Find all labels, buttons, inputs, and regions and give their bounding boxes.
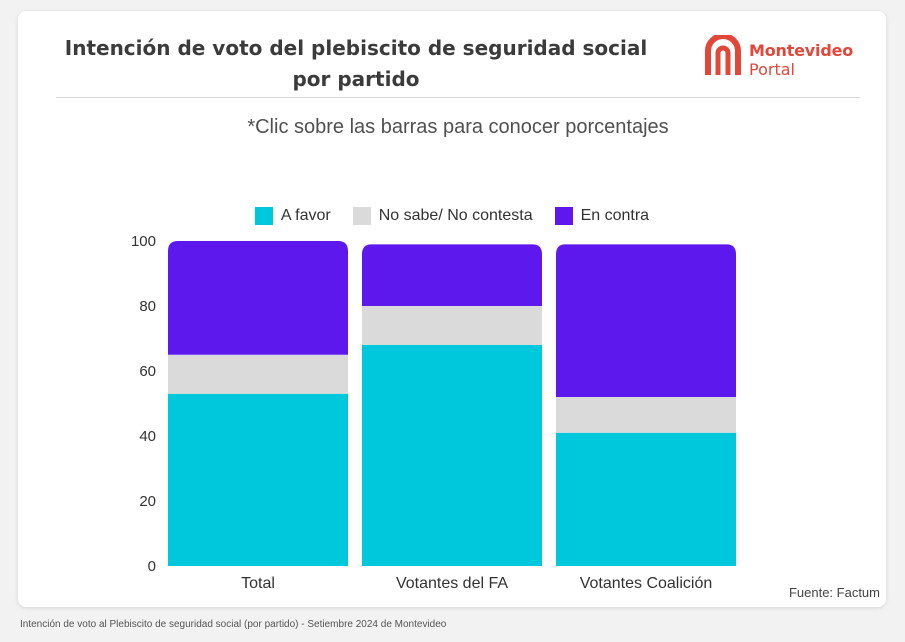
bar-segment-a-favor[interactable] bbox=[362, 345, 542, 566]
bar-segment-en-contra[interactable] bbox=[168, 241, 348, 355]
bar-group-votantes-del-fa[interactable] bbox=[362, 244, 542, 566]
bar-group-total[interactable] bbox=[168, 241, 348, 566]
bar-segment-en-contra[interactable] bbox=[362, 244, 542, 306]
legend-item-no-sabe[interactable]: No sabe/ No contesta bbox=[352, 207, 533, 225]
legend-label-a-favor: A favor bbox=[280, 207, 331, 224]
x-category-label: Votantes Coalición bbox=[580, 575, 713, 592]
legend-label-en-contra: En contra bbox=[580, 207, 650, 224]
source-note: Fuente: Factum bbox=[788, 585, 880, 600]
chart-legend: A favor No sabe/ No contesta En contra bbox=[18, 207, 886, 225]
legend-item-en-contra[interactable]: En contra bbox=[554, 207, 650, 225]
bar-segment-en-contra[interactable] bbox=[556, 244, 736, 397]
y-tick-label: 100 bbox=[131, 233, 156, 250]
legend-item-a-favor[interactable]: A favor bbox=[254, 207, 331, 225]
bar-segment-no-sabe[interactable] bbox=[362, 306, 542, 345]
legend-swatch-no-sabe bbox=[352, 207, 371, 225]
bar-segment-a-favor[interactable] bbox=[556, 432, 736, 566]
chart-title: Intención de voto del plebiscito de segu… bbox=[64, 36, 648, 91]
legend-swatch-a-favor bbox=[254, 207, 273, 225]
montevideo-arch-icon bbox=[705, 35, 741, 75]
legend-swatch-en-contra bbox=[554, 207, 573, 225]
stacked-bar-chart: 0 20 40 60 80 100 Total Votantes del FA Votantes… bbox=[131, 233, 736, 592]
bar-segment-no-sabe[interactable] bbox=[168, 354, 348, 394]
x-category-label: Votantes del FA bbox=[396, 575, 508, 592]
logo-text-portal: Portal bbox=[749, 60, 795, 79]
bar-segment-no-sabe[interactable] bbox=[556, 397, 736, 433]
y-tick-label: 40 bbox=[139, 428, 156, 445]
y-tick-label: 80 bbox=[139, 298, 156, 315]
chart-card: Intención de voto del plebiscito de segu… bbox=[18, 11, 886, 607]
y-tick-label: 60 bbox=[139, 363, 156, 380]
legend-label-no-sabe: No sabe/ No contesta bbox=[378, 207, 533, 224]
footer-caption: Intención de voto al Plebiscito de segur… bbox=[20, 619, 447, 630]
y-tick-label: 0 bbox=[148, 558, 156, 575]
chart-subtitle: *Clic sobre las barras para conocer porc… bbox=[247, 116, 669, 138]
bar-segment-a-favor[interactable] bbox=[168, 393, 348, 566]
logo-text-montevideo: Montevideo bbox=[749, 41, 854, 60]
x-category-label: Total bbox=[241, 575, 275, 592]
montevideo-portal-logo[interactable]: Montevideo Portal bbox=[704, 33, 854, 79]
header-divider bbox=[56, 97, 860, 98]
y-tick-label: 20 bbox=[139, 493, 156, 510]
bar-group-votantes-coalici-n[interactable] bbox=[556, 244, 736, 566]
